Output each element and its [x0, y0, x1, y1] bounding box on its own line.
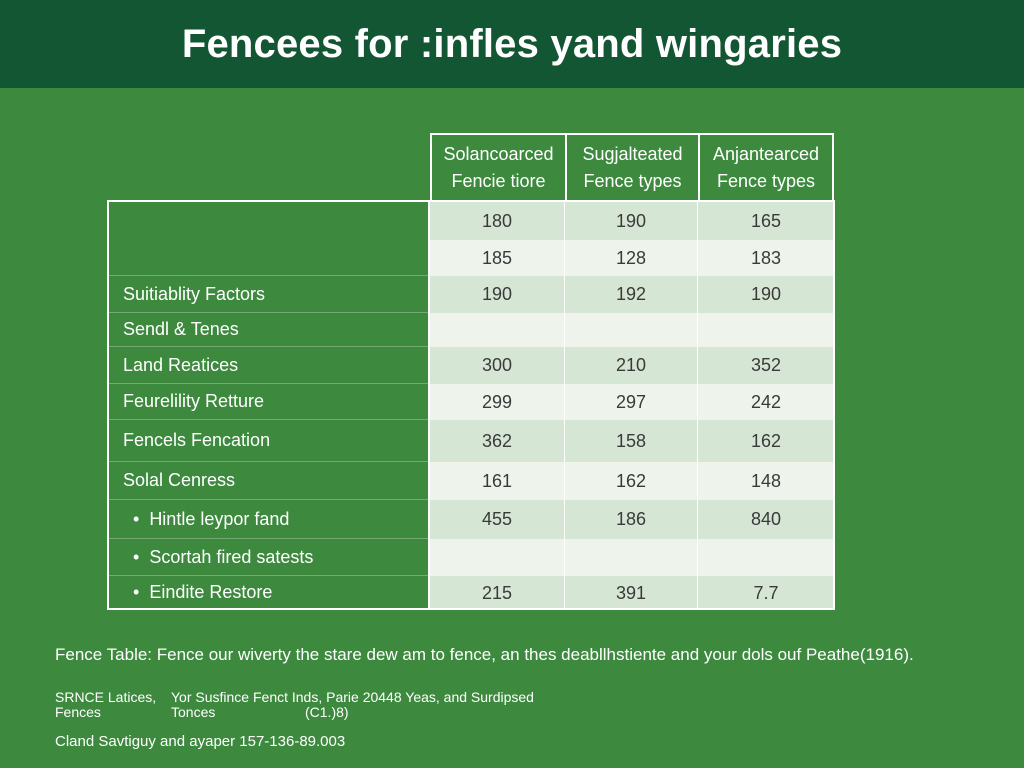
row-label-text: Fencels Fencation: [123, 430, 271, 450]
title-bar: Fencees for :infles yand wingaries: [0, 0, 1024, 88]
row-label: Fencels Fencation: [107, 420, 430, 462]
table-cell: 299: [430, 384, 565, 420]
table-cell: 186: [565, 500, 698, 539]
table-cell: [565, 313, 698, 347]
table-cell: 7.7: [753, 582, 779, 603]
row-label: Land Reatices: [107, 347, 430, 384]
row-label: • Scortah fired satests: [107, 539, 430, 576]
table-cell: 210: [565, 347, 698, 384]
source-col2-line1: Yor Susfince Fenct Inds, Parie 20448 Yea…: [171, 689, 534, 705]
table-cell: 215: [430, 576, 565, 610]
row-label: Suitiablity Factors: [107, 276, 430, 313]
table-cell: [698, 539, 834, 576]
row-label: • Hintle leypor fand: [107, 500, 430, 539]
row-label-text: Hintle leypor fand: [149, 508, 290, 529]
table-cell: 162: [750, 430, 782, 451]
table-row: 190 192 190: [430, 276, 834, 313]
row-label: Solal Cenress: [107, 462, 430, 500]
row-label-text: Land Reatices: [123, 354, 239, 375]
table-cell: 362: [430, 420, 565, 462]
table-cell: [430, 539, 565, 576]
table-row: 299 297 242: [430, 384, 834, 420]
column-header-line1: Sugjalteated: [582, 143, 683, 164]
row-label-panel: [107, 200, 430, 610]
table-cell: 185: [430, 240, 565, 276]
table-cell: 183: [750, 247, 782, 268]
table-row: 180 190 165: [430, 202, 834, 240]
table-row: [430, 313, 834, 347]
table-cell: 192: [565, 276, 698, 313]
table-row: 161 162 148: [430, 462, 834, 500]
bullet-icon: •: [133, 508, 140, 529]
table-cell: [698, 313, 834, 347]
column-header-2: Sugjalteated Fence types: [565, 133, 700, 202]
table-cell: 148: [750, 470, 782, 491]
table-cell: 162: [565, 462, 698, 500]
table-cell: 297: [565, 384, 698, 420]
source-col2-line2: Tonces: [171, 704, 216, 720]
table-cell: 190: [750, 284, 782, 304]
table-cell: 165: [750, 210, 782, 231]
row-label-text: Solal Cenress: [123, 470, 236, 490]
table-cell: 300: [430, 347, 565, 384]
footer-note: Cland Savtiguy and ayaper 157-136-89.003: [55, 733, 346, 750]
table-cell: 180: [430, 202, 565, 240]
column-header-1: Solancoarced Fencie tiore: [430, 133, 567, 202]
table-cell: 391: [565, 576, 698, 610]
table-row: 215 391 7.7: [430, 576, 834, 610]
column-header-line1: Anjantearced: [712, 143, 820, 164]
column-header-line2: Fencie tiore: [451, 170, 546, 191]
source-col3-line2: (C1.)8): [305, 704, 349, 720]
bullet-icon: •: [133, 546, 140, 567]
table-row: [430, 539, 834, 576]
table-cell: 128: [565, 240, 698, 276]
row-label-text: Eindite Restore: [149, 582, 273, 602]
table-cell: [430, 313, 565, 347]
row-label: • Eindite Restore: [107, 576, 430, 610]
column-header-line1: Solancoarced: [443, 143, 554, 164]
table-cell: 161: [430, 462, 565, 500]
table-cell: 190: [565, 202, 698, 240]
table-cell: 352: [750, 355, 782, 375]
bullet-icon: •: [133, 582, 140, 602]
row-label: Feurelility Retture: [107, 384, 430, 420]
table-row: 455 186 840: [430, 500, 834, 539]
table-caption: Fence Table: Fence our wiverty the stare…: [55, 645, 914, 664]
table-cell: 242: [750, 391, 782, 412]
row-divider: [109, 275, 429, 276]
row-label-text: Sendl & Tenes: [123, 319, 239, 339]
table-cell: 455: [430, 500, 565, 539]
table-cell: 190: [430, 276, 565, 313]
row-label: Sendl & Tenes: [107, 313, 430, 347]
table-cell: [565, 539, 698, 576]
column-header-3: Anjantearced Fence types: [698, 133, 834, 202]
table-row: 300 210 352: [430, 347, 834, 384]
table-cell: 158: [565, 420, 698, 462]
column-header-line2: Fence types: [716, 170, 816, 191]
row-label-text: Suitiablity Factors: [123, 283, 266, 304]
table-row: 362 158 162: [430, 420, 834, 462]
source-col1-line2: Fences: [55, 704, 101, 720]
source-col1-line1: SRNCE Latices,: [55, 689, 157, 705]
row-label-text: Scortah fired satests: [149, 546, 314, 567]
row-label-text: Feurelility Retture: [123, 391, 265, 411]
page-title: Fencees for :infles yand wingaries: [181, 21, 843, 66]
table-cell: 840: [750, 509, 782, 529]
column-header-line2: Fence types: [583, 170, 682, 191]
table-row: 185 128 183: [430, 240, 834, 276]
